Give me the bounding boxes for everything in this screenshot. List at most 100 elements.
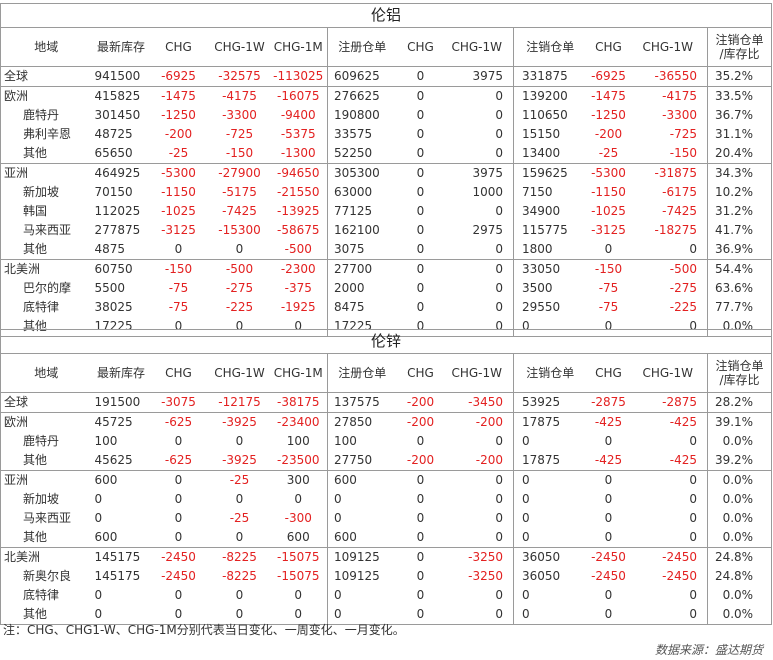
cell-cancel-stock-ratio: 63.6% (706, 279, 773, 298)
cell-cancel-stock-ratio: 0.0% (706, 586, 773, 605)
cell-cancelled-chg-1w: -18275 (654, 223, 697, 237)
cell-region: 其他 (0, 240, 89, 260)
cell-cancel-stock-ratio: 0.0% (706, 490, 773, 509)
cell-registered-chg: 0 (416, 473, 425, 487)
cell-cancel-stock-ratio: 31.1% (706, 125, 773, 144)
cell-cancelled-chg-1w: 0 (689, 492, 697, 506)
cell-registered-warrants: 609625 (327, 66, 391, 87)
cell-cancelled-chg: 0 (578, 605, 639, 625)
cell-registered-warrants: 600 (327, 470, 391, 490)
cell-registered-chg-1w: 2975 (472, 223, 503, 237)
header-registered-chg: CHG (390, 27, 451, 67)
cell-cancel-stock-ratio: 39.1% (706, 412, 773, 432)
cell-chg-1w: 0 (235, 588, 244, 602)
header-chg: CHG (147, 27, 210, 67)
cell-registered-chg: 0 (416, 89, 425, 103)
cell-cancelled-warrants: 0 (513, 605, 579, 625)
header-ratio-line2: /库存比 (719, 373, 760, 387)
cell-chg-1w: -3925 (222, 415, 257, 429)
cell-registered-chg: 0 (390, 240, 451, 260)
cell-cancelled-chg-1w: -31875 (654, 166, 697, 180)
cell-cancelled-warrants: 110650 (513, 106, 579, 125)
table-row: 亚洲 464925 -5300 -27900 -94650 305300 0 3975 1596… (0, 163, 773, 183)
cell-cancelled-chg-1w: -425 (669, 415, 697, 429)
footnote: 注：CHG、CHG1-W、CHG-1M分别代表当日变化、一周变化、一月变化。 (3, 623, 405, 637)
cell-chg-1m: -13925 (276, 204, 320, 218)
cell-registered-chg-1w: 0 (450, 144, 514, 164)
cell-cancel-stock-ratio: 0.0% (706, 509, 773, 528)
cell-chg-1w: -7425 (222, 204, 257, 218)
cell-cancelled-chg: -200 (594, 127, 623, 141)
cell-cancelled-chg-1w: 0 (689, 473, 697, 487)
cell-registered-chg: -200 (406, 415, 435, 429)
cell-registered-chg-1w: 0 (495, 473, 503, 487)
cell-chg-1m: -23400 (276, 415, 320, 429)
cell-cancelled-chg: 0 (604, 492, 613, 506)
cell-cancelled-warrants: 33050 (513, 259, 579, 279)
header-cancelled-chg-1w: CHG-1W (638, 353, 708, 393)
cell-cancelled-warrants: 0 (513, 470, 579, 490)
cell-chg-1m: -58675 (276, 223, 320, 237)
cell-chg-1m: -16075 (276, 89, 320, 103)
cell-cancelled-chg-1w: -4175 (662, 89, 697, 103)
cell-registered-chg-1w: 0 (495, 204, 503, 218)
cell-chg-1m: 0 (269, 605, 328, 625)
cell-cancelled-chg-1w: -500 (669, 262, 697, 276)
cell-cancelled-chg-1w: -7425 (662, 204, 697, 218)
table-row: 其他 45625 -625 -3925 -23500 27750 -200 -200 17875… (0, 451, 773, 471)
cell-chg-1m: -1300 (269, 144, 328, 164)
cell-cancelled-chg-1w: -725 (669, 127, 697, 141)
cell-chg: -1250 (161, 108, 196, 122)
cell-chg: 0 (174, 511, 183, 525)
cell-cancelled-warrants: 53925 (513, 392, 579, 413)
cell-region: 全球 (0, 66, 89, 87)
cell-registered-chg: 0 (416, 492, 425, 506)
cell-registered-chg: 0 (416, 127, 425, 141)
cell-cancel-stock-ratio: 33.5% (706, 86, 773, 106)
cell-cancel-stock-ratio: 28.2% (706, 392, 773, 413)
cell-cancelled-chg: -75 (598, 300, 619, 314)
cell-registered-chg: 0 (390, 144, 451, 164)
cell-stock: 45725 (94, 415, 133, 429)
cell-registered-warrants: 0 (327, 509, 391, 528)
cell-chg: -625 (164, 415, 193, 429)
cell-registered-chg-1w: 0 (495, 300, 503, 314)
data-source: 数据来源：盛达期货 (654, 643, 763, 657)
cell-cancelled-chg: -25 (578, 144, 639, 164)
cell-chg-1m: -94650 (276, 166, 320, 180)
table-row: 北美洲 145175 -2450 -8225 -15075 109125 0 -3250 360… (0, 547, 773, 567)
cell-region: 其他 (0, 451, 89, 471)
cell-chg: -2450 (161, 569, 196, 583)
cell-chg-1m: -300 (284, 511, 312, 525)
cell-cancel-stock-ratio: 35.2% (706, 66, 773, 87)
cell-cancelled-chg: 0 (604, 588, 613, 602)
cell-region: 欧洲 (0, 86, 89, 106)
header-chg-1m: CHG-1M (269, 353, 328, 393)
cell-cancelled-chg: -1250 (591, 108, 626, 122)
cell-cancelled-warrants: 0 (513, 490, 579, 509)
cell-cancelled-chg: -425 (578, 451, 639, 471)
cell-cancelled-chg: 0 (604, 511, 613, 525)
header-region: 地域 (0, 27, 89, 67)
cell-region: 底特律 (0, 298, 89, 317)
header-chg-1w: CHG-1W (209, 27, 270, 67)
cell-registered-chg: 0 (416, 434, 425, 448)
cell-cancelled-chg: -150 (594, 262, 623, 276)
cell-registered-warrants: 600 (327, 528, 391, 548)
table-title-row: 伦锌 (0, 329, 773, 354)
cell-region: 其他 (0, 144, 89, 164)
cell-stock: 464925 (94, 166, 141, 180)
cell-cancelled-warrants: 7150 (513, 183, 579, 202)
cell-chg-1w: -32575 (209, 66, 270, 87)
cell-chg-1w: -15300 (218, 223, 261, 237)
cell-cancelled-warrants: 0 (513, 509, 579, 528)
cell-registered-chg-1w: 0 (495, 89, 503, 103)
table-title: 伦铝 (0, 3, 773, 28)
cell-chg: -625 (147, 451, 210, 471)
cell-cancel-stock-ratio: 34.3% (706, 163, 773, 183)
cell-registered-chg: 0 (416, 550, 425, 564)
header-registered-warrants: 注册仓单 (327, 353, 391, 393)
cell-registered-chg-1w: -3250 (468, 550, 503, 564)
cell-stock: 0 (88, 605, 148, 625)
cell-chg-1w: -27900 (218, 166, 261, 180)
